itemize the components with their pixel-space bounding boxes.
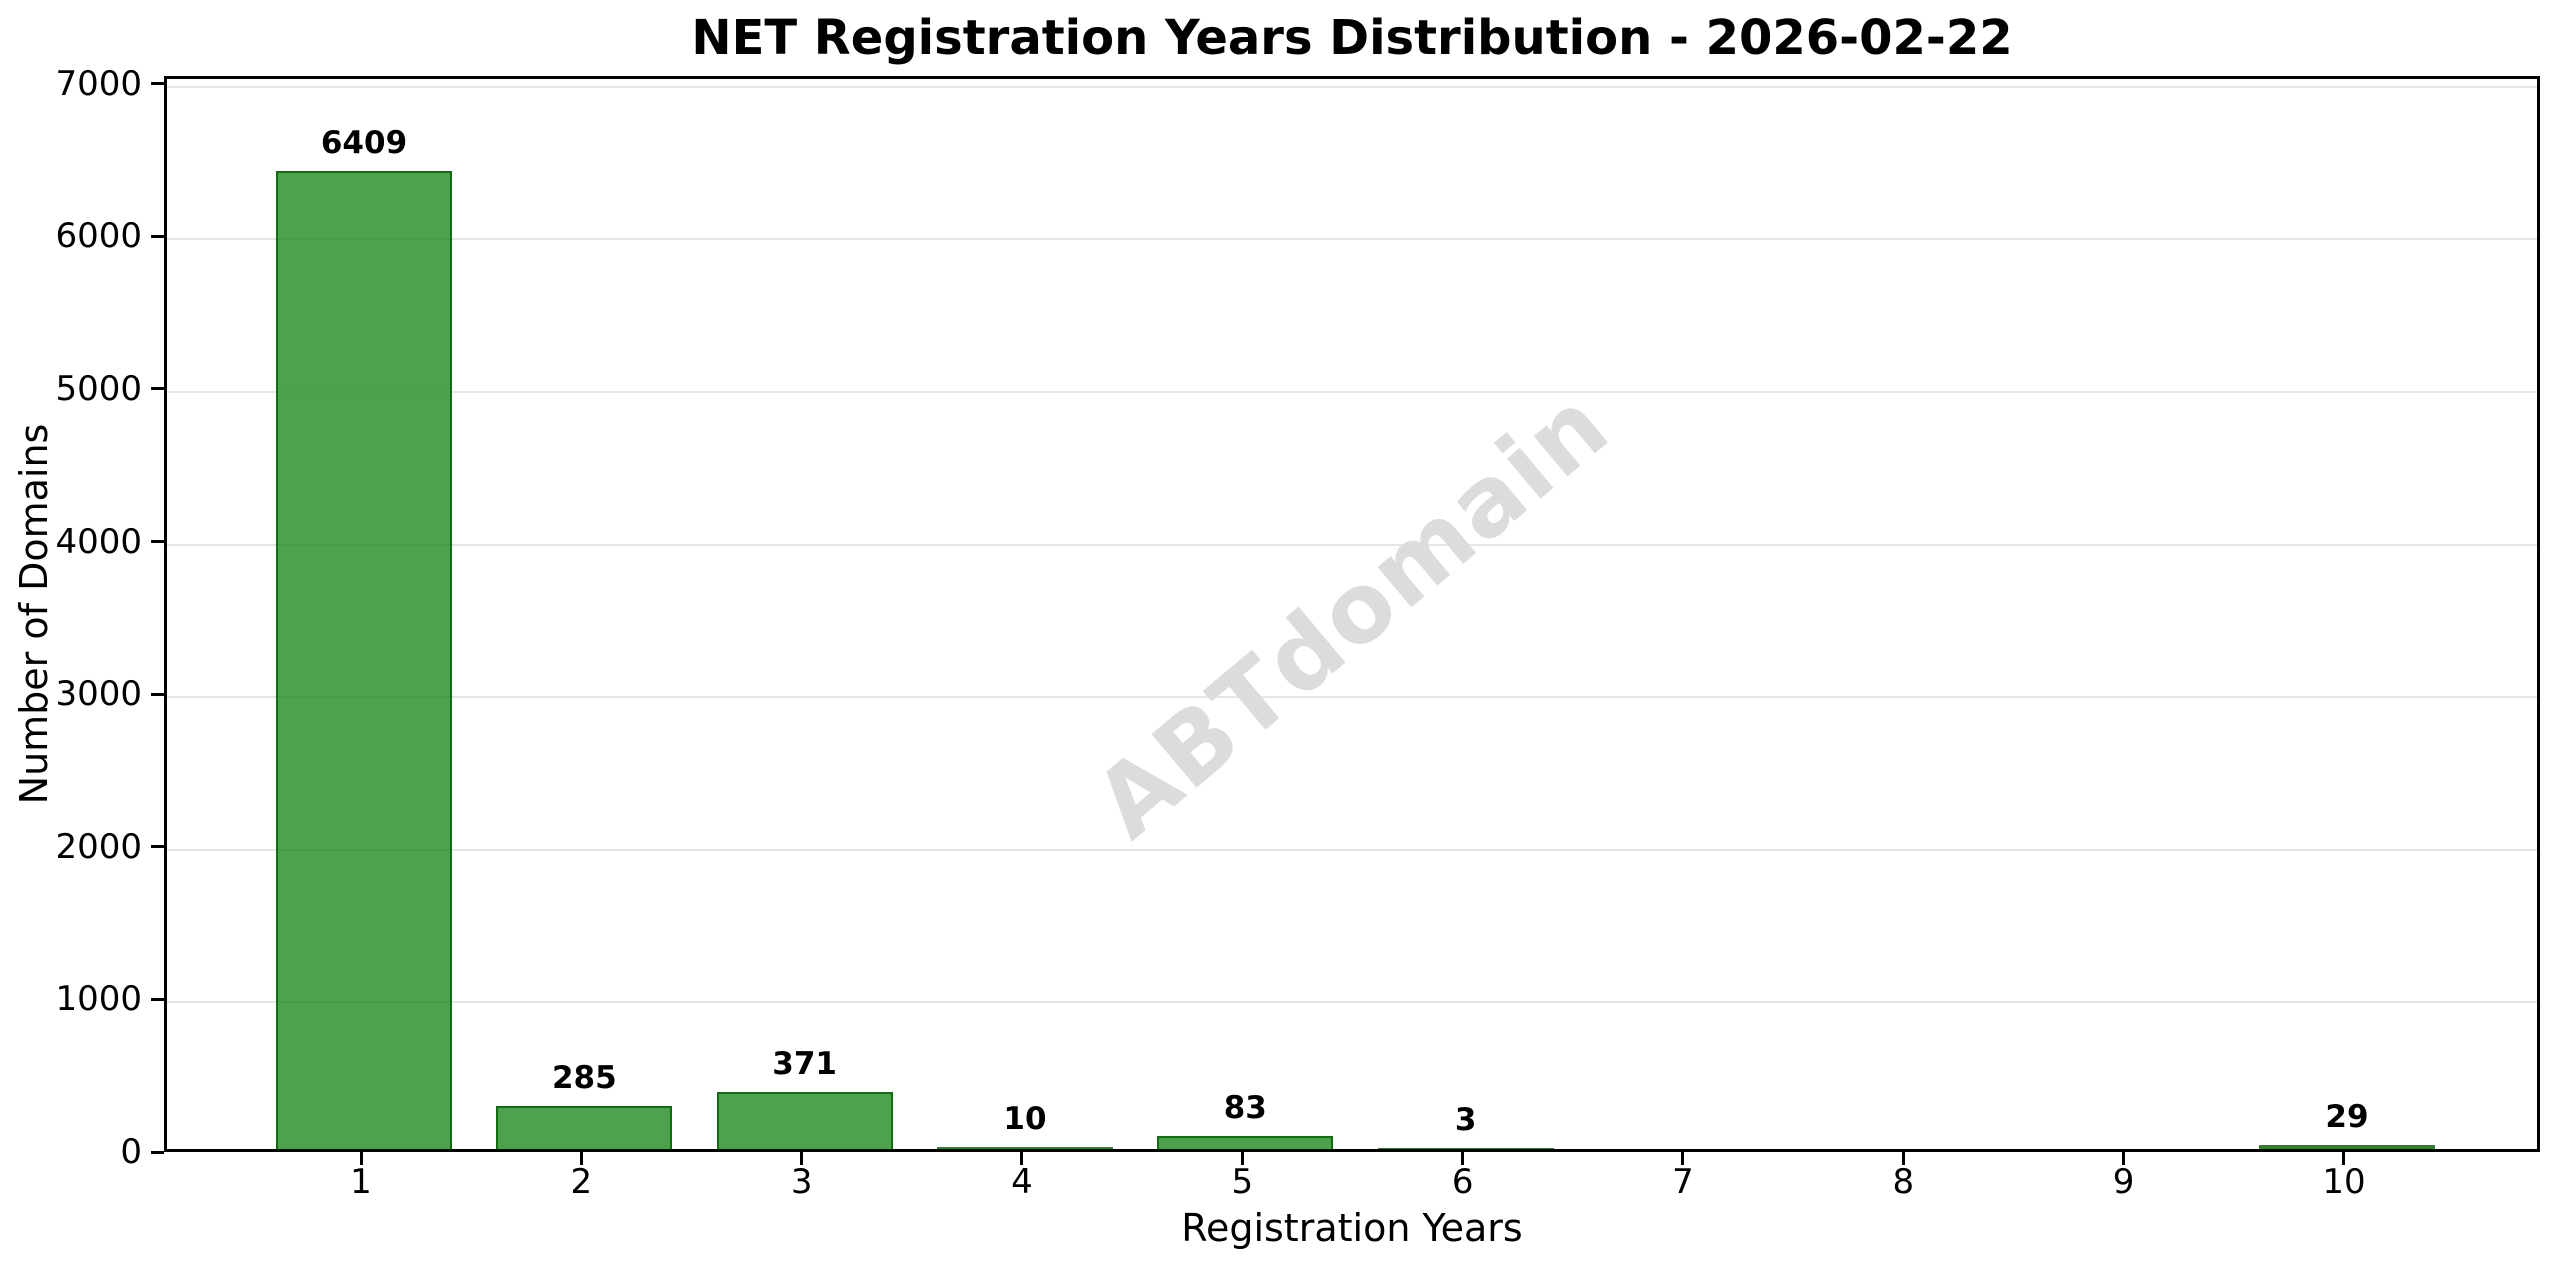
x-tick-mark-9	[2122, 1152, 2126, 1165]
y-tick-mark-0	[151, 1150, 164, 1154]
bar-value-label-10: 29	[2325, 1098, 2369, 1135]
x-axis-label: Registration Years	[1181, 1206, 1523, 1250]
gridline-3000	[167, 696, 2537, 699]
bar-value-label-5: 83	[1223, 1090, 1267, 1127]
plot-area: ABTdomain 6409 285 371 10 83 3 29	[164, 76, 2540, 1152]
gridline-1000	[167, 1001, 2537, 1004]
x-tick-label-8: 8	[1892, 1162, 1915, 1202]
x-tick-label-6: 6	[1451, 1162, 1474, 1202]
bar-year-1	[276, 170, 452, 1149]
x-tick-label-9: 9	[2112, 1162, 2135, 1202]
y-tick-mark-2000	[151, 845, 164, 849]
chart-title: NET Registration Years Distribution - 20…	[691, 10, 2013, 66]
bar-value-label-1: 6409	[320, 124, 408, 161]
x-tick-mark-10	[2342, 1152, 2346, 1165]
y-tick-mark-3000	[151, 692, 164, 696]
x-tick-mark-4	[1020, 1152, 1024, 1165]
bar-value-label-2: 285	[551, 1059, 617, 1096]
bar-value-label-3: 371	[772, 1046, 838, 1083]
x-tick-label-7: 7	[1672, 1162, 1694, 1202]
y-tick-mark-6000	[151, 234, 164, 238]
x-tick-label-10: 10	[2322, 1162, 2366, 1202]
y-tick-mark-5000	[151, 387, 164, 391]
y-tick-label-6000: 6000	[55, 216, 142, 257]
y-tick-mark-7000	[151, 82, 164, 86]
gridline-6000	[167, 238, 2537, 241]
y-tick-label-7000: 7000	[55, 63, 142, 104]
bar-year-6	[1377, 1147, 1554, 1149]
x-tick-mark-8	[1901, 1152, 1905, 1165]
bar-value-label-4: 10	[1003, 1101, 1047, 1138]
x-tick-label-2: 2	[570, 1162, 593, 1202]
gridline-5000	[167, 390, 2537, 393]
y-axis-label: Number of Domains	[12, 423, 56, 805]
y-tick-label-3000: 3000	[55, 674, 142, 715]
y-tick-label-4000: 4000	[55, 521, 142, 562]
x-tick-mark-7	[1681, 1152, 1685, 1165]
y-tick-label-1000: 1000	[55, 979, 142, 1020]
x-tick-mark-6	[1461, 1152, 1465, 1165]
gridline-4000	[167, 543, 2537, 546]
y-tick-label-2000: 2000	[55, 826, 142, 867]
gridline-7000	[167, 85, 2537, 88]
x-tick-mark-1	[359, 1152, 363, 1165]
x-tick-label-3: 3	[790, 1162, 813, 1202]
y-tick-label-5000: 5000	[55, 368, 142, 409]
x-tick-label-4: 4	[1011, 1162, 1033, 1202]
bar-year-10	[2258, 1144, 2435, 1149]
x-tick-label-1: 1	[350, 1162, 372, 1202]
y-tick-label-0: 0	[120, 1132, 142, 1172]
y-tick-mark-1000	[151, 997, 164, 1001]
bar-year-4	[936, 1147, 1113, 1149]
gridline-2000	[167, 848, 2537, 851]
y-tick-mark-4000	[151, 540, 164, 543]
bar-year-2	[496, 1105, 673, 1149]
x-tick-mark-3	[800, 1152, 804, 1165]
bar-value-label-6: 3	[1454, 1101, 1477, 1138]
x-tick-label-5: 5	[1231, 1162, 1254, 1202]
bar-year-3	[716, 1092, 893, 1149]
bar-year-5	[1157, 1136, 1334, 1149]
x-tick-mark-2	[579, 1152, 583, 1165]
watermark-text: ABTdomain	[1074, 368, 1630, 860]
x-tick-mark-5	[1240, 1152, 1244, 1165]
